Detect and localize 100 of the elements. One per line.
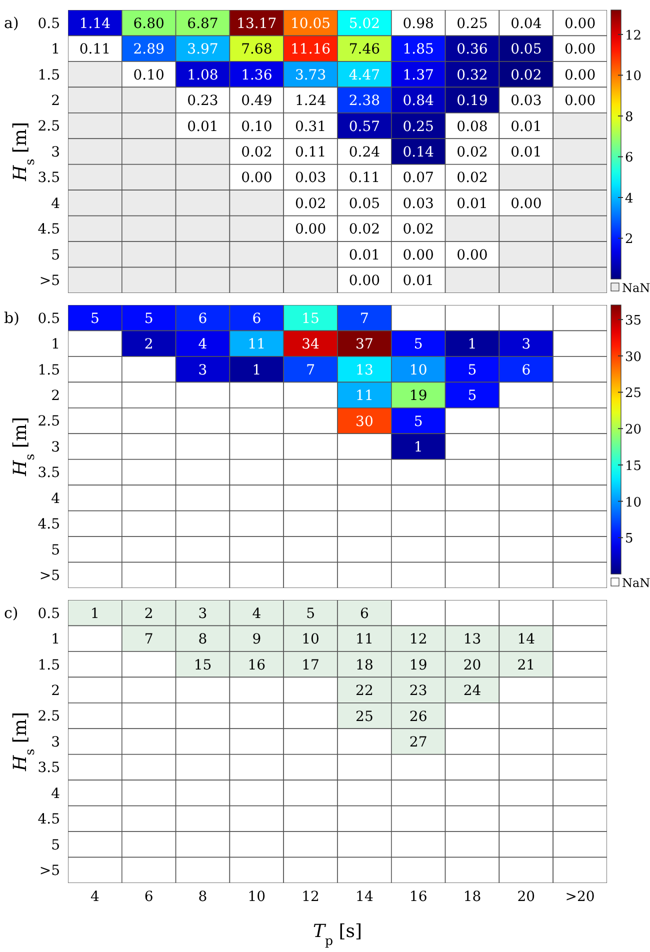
data-label: 14 bbox=[517, 632, 536, 648]
y-tick-label: >5 bbox=[39, 863, 60, 880]
data-label: 1 bbox=[468, 336, 477, 353]
data-label: 2.89 bbox=[133, 42, 164, 58]
y-tick-label: 4 bbox=[51, 786, 60, 802]
y-tick-label: 5 bbox=[51, 247, 60, 264]
text: 0.00 bbox=[456, 247, 488, 264]
data-label: 15 bbox=[302, 310, 320, 327]
data-label: 5 bbox=[90, 310, 100, 327]
data-label: 2.38 bbox=[348, 93, 380, 110]
data-label: 4 bbox=[198, 336, 208, 353]
y-tick-label: 3 bbox=[51, 734, 60, 750]
text: 0.01 bbox=[456, 196, 488, 212]
data-label: 3.73 bbox=[294, 67, 326, 84]
x-tick-label: 18 bbox=[463, 888, 482, 905]
y-tick-label: 1.5 bbox=[38, 657, 60, 674]
text: 0.00 bbox=[564, 93, 596, 110]
text: 0.00 bbox=[564, 16, 596, 32]
data-label: 6 bbox=[198, 310, 208, 327]
x-tick-label: 16 bbox=[409, 888, 428, 905]
data-label: 5 bbox=[144, 310, 154, 327]
text: 0.00 bbox=[402, 247, 434, 264]
text: 0.05 bbox=[348, 196, 380, 212]
color-bar-label: 12 bbox=[625, 28, 642, 44]
data-label: 5 bbox=[414, 336, 423, 353]
text: 0.10 bbox=[241, 118, 272, 135]
data-label: 21 bbox=[517, 657, 536, 674]
color-bar-label: 10 bbox=[625, 69, 642, 84]
data-label: 26 bbox=[409, 708, 428, 725]
color-bar-label: 25 bbox=[625, 386, 642, 402]
text: 0.00 bbox=[564, 67, 596, 84]
text: 0.01 bbox=[348, 247, 380, 264]
data-label: 1.14 bbox=[79, 16, 111, 32]
data-label: 10.05 bbox=[290, 16, 331, 32]
y-tick-label: 0.5 bbox=[38, 606, 60, 622]
data-label: 1 bbox=[90, 606, 100, 622]
x-tick-label: >20 bbox=[565, 888, 595, 905]
text: 0.23 bbox=[187, 93, 218, 110]
data-label: 13.17 bbox=[236, 16, 277, 32]
y-tick-label: >5 bbox=[39, 568, 60, 584]
data-label: 15 bbox=[194, 657, 212, 674]
data-label: 12 bbox=[409, 632, 428, 648]
y-tick-label: 1 bbox=[51, 42, 60, 58]
x-tick-label: 4 bbox=[90, 888, 100, 905]
data-label: 0.25 bbox=[402, 118, 434, 135]
data-label: 6 bbox=[522, 362, 531, 378]
text: 0.02 bbox=[456, 170, 488, 186]
y-tick-label: 5 bbox=[51, 542, 60, 558]
color-bar-label: 10 bbox=[625, 495, 642, 510]
data-label: 2 bbox=[144, 606, 154, 622]
data-label: 3.97 bbox=[187, 42, 218, 58]
data-label: 18 bbox=[356, 657, 374, 674]
text: 0.00 bbox=[294, 222, 326, 238]
data-label: 7 bbox=[360, 310, 369, 327]
data-label: 1 bbox=[252, 362, 262, 378]
data-label: 1.85 bbox=[402, 42, 434, 58]
y-tick-label: 3.5 bbox=[38, 760, 60, 776]
y-tick-label: 2.5 bbox=[38, 708, 60, 725]
text: 0.01 bbox=[510, 144, 542, 160]
data-label: 7 bbox=[306, 362, 316, 378]
text: 0.10 bbox=[133, 67, 164, 84]
text: 0.24 bbox=[348, 144, 380, 160]
data-label: 34 bbox=[302, 336, 320, 353]
data-label: 1.37 bbox=[402, 67, 434, 84]
data-label: 4 bbox=[252, 606, 262, 622]
color-bar-label: 20 bbox=[625, 422, 642, 438]
y-tick-label: 4.5 bbox=[38, 222, 60, 238]
y-tick-label: 2 bbox=[51, 683, 60, 700]
color-bar-label: 5 bbox=[625, 532, 634, 547]
data-label: 0.02 bbox=[510, 67, 542, 84]
text: 0.02 bbox=[241, 144, 272, 160]
color-bar-label: 4 bbox=[625, 191, 634, 206]
text: 0.11 bbox=[79, 42, 111, 58]
data-label: 1.08 bbox=[187, 67, 218, 84]
x-tick-label: 20 bbox=[517, 888, 536, 905]
data-label: 9 bbox=[252, 632, 262, 648]
data-label: 10 bbox=[409, 362, 428, 378]
data-label: 37 bbox=[356, 336, 374, 353]
data-label: 13 bbox=[463, 632, 482, 648]
y-tick-label: 4 bbox=[51, 196, 60, 212]
data-label: 6 bbox=[252, 310, 262, 327]
data-label: 22 bbox=[356, 683, 374, 700]
y-tick-label: 0.5 bbox=[38, 16, 60, 32]
color-bar-label: 8 bbox=[625, 110, 634, 125]
text: 0.98 bbox=[402, 16, 434, 32]
text: 0.02 bbox=[456, 144, 488, 160]
data-label: 17 bbox=[302, 657, 320, 674]
data-label: 11 bbox=[356, 388, 374, 404]
text: NaN bbox=[622, 576, 650, 590]
text: 0.25 bbox=[456, 16, 488, 32]
data-label: 6.87 bbox=[187, 16, 218, 32]
y-tick-label: >5 bbox=[39, 273, 60, 290]
chart-title: a) bbox=[4, 14, 19, 32]
data-label: 3 bbox=[198, 606, 208, 622]
text: 0.49 bbox=[241, 93, 272, 110]
data-label: 3 bbox=[198, 362, 208, 378]
text: 0.00 bbox=[241, 170, 272, 186]
text: 0.03 bbox=[402, 196, 434, 212]
data-label: 19 bbox=[409, 657, 428, 674]
x-tick-label: 10 bbox=[248, 888, 266, 905]
